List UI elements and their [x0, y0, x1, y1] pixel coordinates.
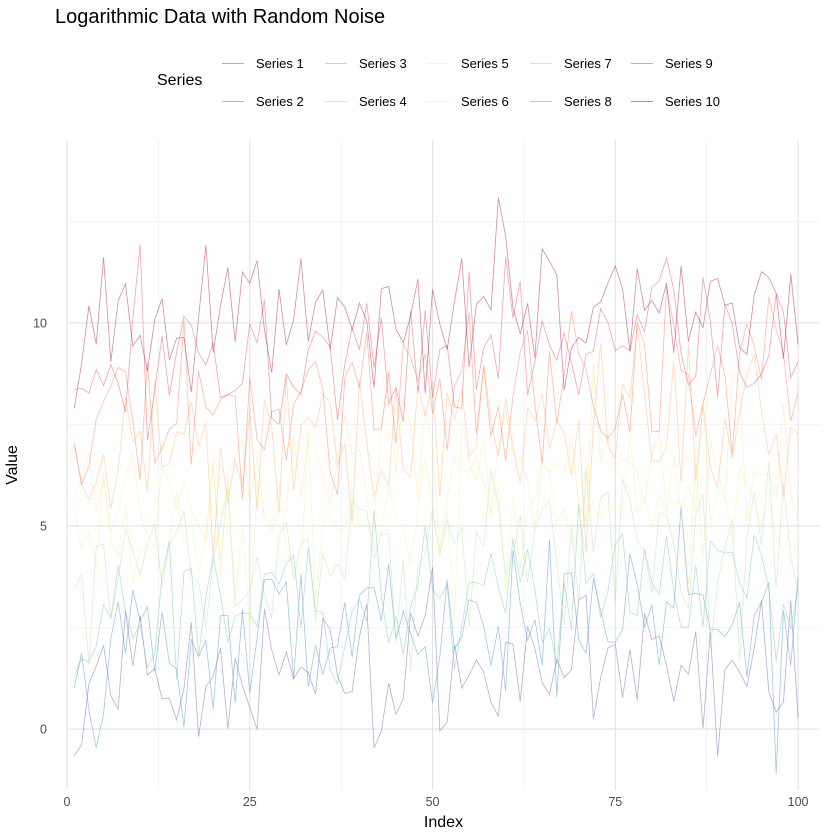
x-tick-label: 0	[64, 795, 71, 809]
series-line-7	[73, 324, 799, 559]
legend-item-series-1: Series 1	[222, 53, 304, 73]
legend-key	[427, 53, 449, 73]
series-line-10	[73, 197, 799, 409]
y-tick-label: 10	[33, 316, 47, 330]
x-axis-title: Index	[424, 814, 463, 831]
legend-item-series-7: Series 7	[530, 53, 612, 73]
series-lines	[73, 197, 799, 774]
y-tick-label: 5	[40, 519, 47, 533]
legend-key	[222, 91, 244, 111]
legend-label: Series 2	[256, 93, 304, 109]
x-tick-label: 75	[608, 795, 622, 809]
legend-item-series-6: Series 6	[427, 91, 509, 111]
legend-label: Series 7	[564, 55, 612, 71]
legend-label: Series 4	[359, 93, 407, 109]
series-line-5	[73, 398, 799, 632]
x-axis-ticks: 0 25 50 75 100	[64, 795, 809, 809]
legend-label: Series 6	[461, 93, 509, 109]
legend-key	[325, 91, 347, 111]
series-line-4	[73, 460, 799, 672]
legend-key	[325, 53, 347, 73]
x-tick-label: 50	[426, 795, 440, 809]
legend-item-series-5: Series 5	[427, 53, 509, 73]
legend-title: Series	[157, 72, 203, 89]
plot-panel	[67, 140, 820, 790]
x-tick-label: 25	[243, 795, 257, 809]
legend-key	[631, 53, 653, 73]
legend-key	[427, 91, 449, 111]
legend-item-series-10: Series 10	[631, 91, 720, 111]
legend-item-series-2: Series 2	[222, 91, 304, 111]
series-line-1	[73, 567, 799, 757]
legend-label: Series 3	[359, 55, 407, 71]
legend-item-series-4: Series 4	[325, 91, 407, 111]
y-axis-ticks: 0 5 10	[33, 316, 47, 736]
series-line-6	[73, 363, 799, 585]
y-axis-title: Value	[4, 445, 21, 485]
y-tick-label: 0	[40, 723, 47, 737]
legend-label: Series 5	[461, 55, 509, 71]
legend-label: Series 1	[256, 55, 304, 71]
chart-title: Logarithmic Data with Random Noise	[55, 6, 386, 28]
legend-item-series-8: Series 8	[530, 91, 612, 111]
legend-key	[631, 91, 653, 111]
series-line-3	[73, 503, 799, 685]
legend-item-series-3: Series 3	[325, 53, 407, 73]
legend-item-series-9: Series 9	[631, 53, 713, 73]
series-line-8	[73, 286, 799, 500]
grid	[66, 140, 820, 790]
series-line-9	[74, 244, 799, 441]
legend-key	[530, 91, 552, 111]
legend-key	[222, 53, 244, 73]
x-tick-label: 100	[788, 795, 809, 809]
legend-label: Series 10	[665, 93, 720, 109]
series-line-2	[73, 506, 799, 774]
legend-label: Series 9	[665, 55, 713, 71]
legend-label: Series 8	[564, 93, 612, 109]
legend-key	[530, 53, 552, 73]
